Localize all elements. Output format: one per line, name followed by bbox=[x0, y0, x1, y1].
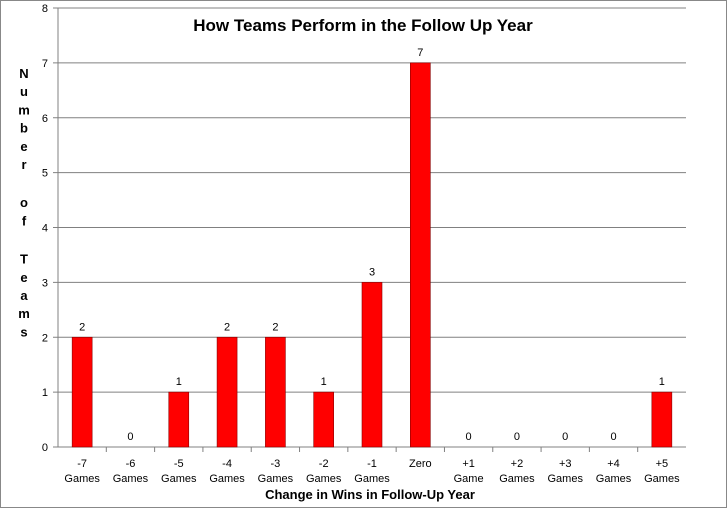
x-category-label: Zero bbox=[409, 458, 432, 470]
bar bbox=[71, 336, 93, 448]
y-axis-title-char: T bbox=[20, 252, 28, 267]
x-category-label: -6 bbox=[126, 458, 136, 470]
x-category-label: Games bbox=[64, 473, 100, 485]
y-tick-labels: 0 1 2 3 4 5 6 7 8 bbox=[42, 3, 48, 454]
data-label: 0 bbox=[610, 431, 616, 443]
x-category-label: -5 bbox=[174, 458, 184, 470]
bar bbox=[651, 391, 673, 448]
x-category-label: Games bbox=[499, 473, 535, 485]
x-category-label: -4 bbox=[222, 458, 232, 470]
x-category-label: Games bbox=[596, 473, 632, 485]
bar bbox=[410, 62, 431, 448]
y-tick-label: 0 bbox=[42, 442, 48, 454]
x-category-label: -7 bbox=[77, 458, 87, 470]
bar bbox=[313, 391, 334, 448]
data-label: 1 bbox=[659, 376, 665, 388]
x-category-label: Games bbox=[644, 473, 680, 485]
x-category-label: Games bbox=[161, 473, 197, 485]
y-axis-title-char: e bbox=[20, 270, 27, 285]
x-category-label: Games bbox=[209, 473, 245, 485]
y-axis-title-char: b bbox=[20, 121, 28, 136]
x-category-label: +1 bbox=[462, 458, 475, 470]
data-label: 2 bbox=[272, 321, 278, 333]
y-tick-label: 3 bbox=[42, 277, 48, 289]
y-axis-title-char: u bbox=[20, 84, 28, 99]
bar bbox=[168, 391, 190, 448]
data-label: 3 bbox=[369, 266, 375, 278]
x-category-label: -1 bbox=[367, 458, 377, 470]
data-label: 0 bbox=[514, 431, 520, 443]
x-axis-title: Change in Wins in Follow-Up Year bbox=[265, 487, 475, 502]
x-category-labels: -7 Games -6 Games -5 Games -4 Games -3 Games -2 Gam… bbox=[64, 458, 680, 485]
data-labels: 2 0 1 2 2 1 3 7 0 0 0 0 1 bbox=[79, 47, 665, 443]
data-label: 0 bbox=[127, 431, 133, 443]
x-category-label: Games bbox=[306, 473, 342, 485]
data-label: 7 bbox=[417, 47, 423, 59]
data-label: 0 bbox=[562, 431, 568, 443]
data-label: 1 bbox=[321, 376, 327, 388]
y-tick-label: 1 bbox=[42, 387, 48, 399]
x-category-label: -3 bbox=[270, 458, 280, 470]
x-category-label: Games bbox=[258, 473, 294, 485]
data-label: 2 bbox=[224, 321, 230, 333]
chart-title: How Teams Perform in the Follow Up Year bbox=[193, 16, 533, 35]
y-axis-title-char: f bbox=[22, 213, 27, 228]
bar bbox=[265, 336, 286, 448]
x-category-label: Games bbox=[547, 473, 583, 485]
bar bbox=[361, 282, 383, 448]
x-category-label: +2 bbox=[511, 458, 524, 470]
y-tick-label: 7 bbox=[42, 58, 48, 70]
y-axis-title-char: e bbox=[20, 139, 27, 154]
data-label: 0 bbox=[466, 431, 472, 443]
y-tick-label: 8 bbox=[42, 3, 48, 15]
x-category-label: Game bbox=[454, 473, 484, 485]
x-category-label: +4 bbox=[607, 458, 620, 470]
bars bbox=[71, 62, 673, 448]
y-axis-title-char: r bbox=[21, 157, 26, 172]
x-category-label: Games bbox=[354, 473, 390, 485]
x-category-label: +5 bbox=[656, 458, 669, 470]
y-tick-label: 2 bbox=[42, 332, 48, 344]
y-axis-title-char: o bbox=[20, 195, 28, 210]
y-axis-title-char: m bbox=[18, 306, 30, 321]
x-category-label: Games bbox=[113, 473, 149, 485]
data-label: 2 bbox=[79, 321, 85, 333]
y-axis-title-char: s bbox=[20, 324, 27, 339]
bar bbox=[216, 336, 238, 448]
y-tick-label: 5 bbox=[42, 168, 48, 180]
data-label: 1 bbox=[176, 376, 182, 388]
y-axis-title-char: N bbox=[19, 66, 28, 81]
x-category-label: +3 bbox=[559, 458, 572, 470]
y-tick-label: 6 bbox=[42, 113, 48, 125]
gridlines bbox=[58, 7, 686, 393]
y-tick-label: 4 bbox=[42, 223, 48, 235]
y-axis-title-char: m bbox=[18, 102, 30, 117]
x-category-label: -2 bbox=[319, 458, 329, 470]
y-axis-title-char: a bbox=[20, 288, 28, 303]
